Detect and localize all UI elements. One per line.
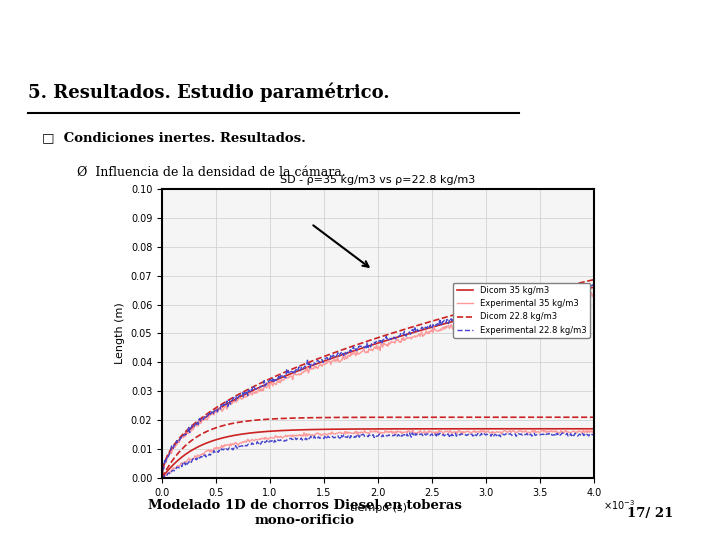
Legend: Dicom 35 kg/m3, Experimental 35 kg/m3, Dicom 22.8 kg/m3, Experimental 22.8 kg/m3: Dicom 35 kg/m3, Experimental 35 kg/m3, D… xyxy=(453,283,590,338)
Text: □  Condiciones inertes. Resultados.: □ Condiciones inertes. Resultados. xyxy=(42,131,306,144)
Text: Ø  Influencia de la densidad de la cámara.: Ø Influencia de la densidad de la cámara… xyxy=(76,166,345,179)
Text: Escuela Técnica Superior de Ingeniería del Diseño: Escuela Técnica Superior de Ingeniería d… xyxy=(519,41,676,46)
Y-axis label: Length (m): Length (m) xyxy=(115,302,125,364)
Text: Modelado 1D de chorros Diesel en toberas
mono-orificio: Modelado 1D de chorros Diesel en toberas… xyxy=(148,500,462,527)
Title: SD - ρ=35 kg/m3 vs ρ=22.8 kg/m3: SD - ρ=35 kg/m3 vs ρ=22.8 kg/m3 xyxy=(280,176,476,185)
Text: motores térmicos: motores térmicos xyxy=(326,34,394,43)
Text: UN VERSITAT
POLITÈCNICA
DE VALÈNCIA: UN VERSITAT POLITÈCNICA DE VALÈNCIA xyxy=(49,23,95,40)
Text: 17/ 21: 17/ 21 xyxy=(627,507,673,520)
Text: 5. Resultados. Estudio paramétrico.: 5. Resultados. Estudio paramétrico. xyxy=(28,82,390,102)
X-axis label: tiempo (s): tiempo (s) xyxy=(349,503,407,513)
Text: $\times 10^{-3}$: $\times 10^{-3}$ xyxy=(603,498,635,512)
